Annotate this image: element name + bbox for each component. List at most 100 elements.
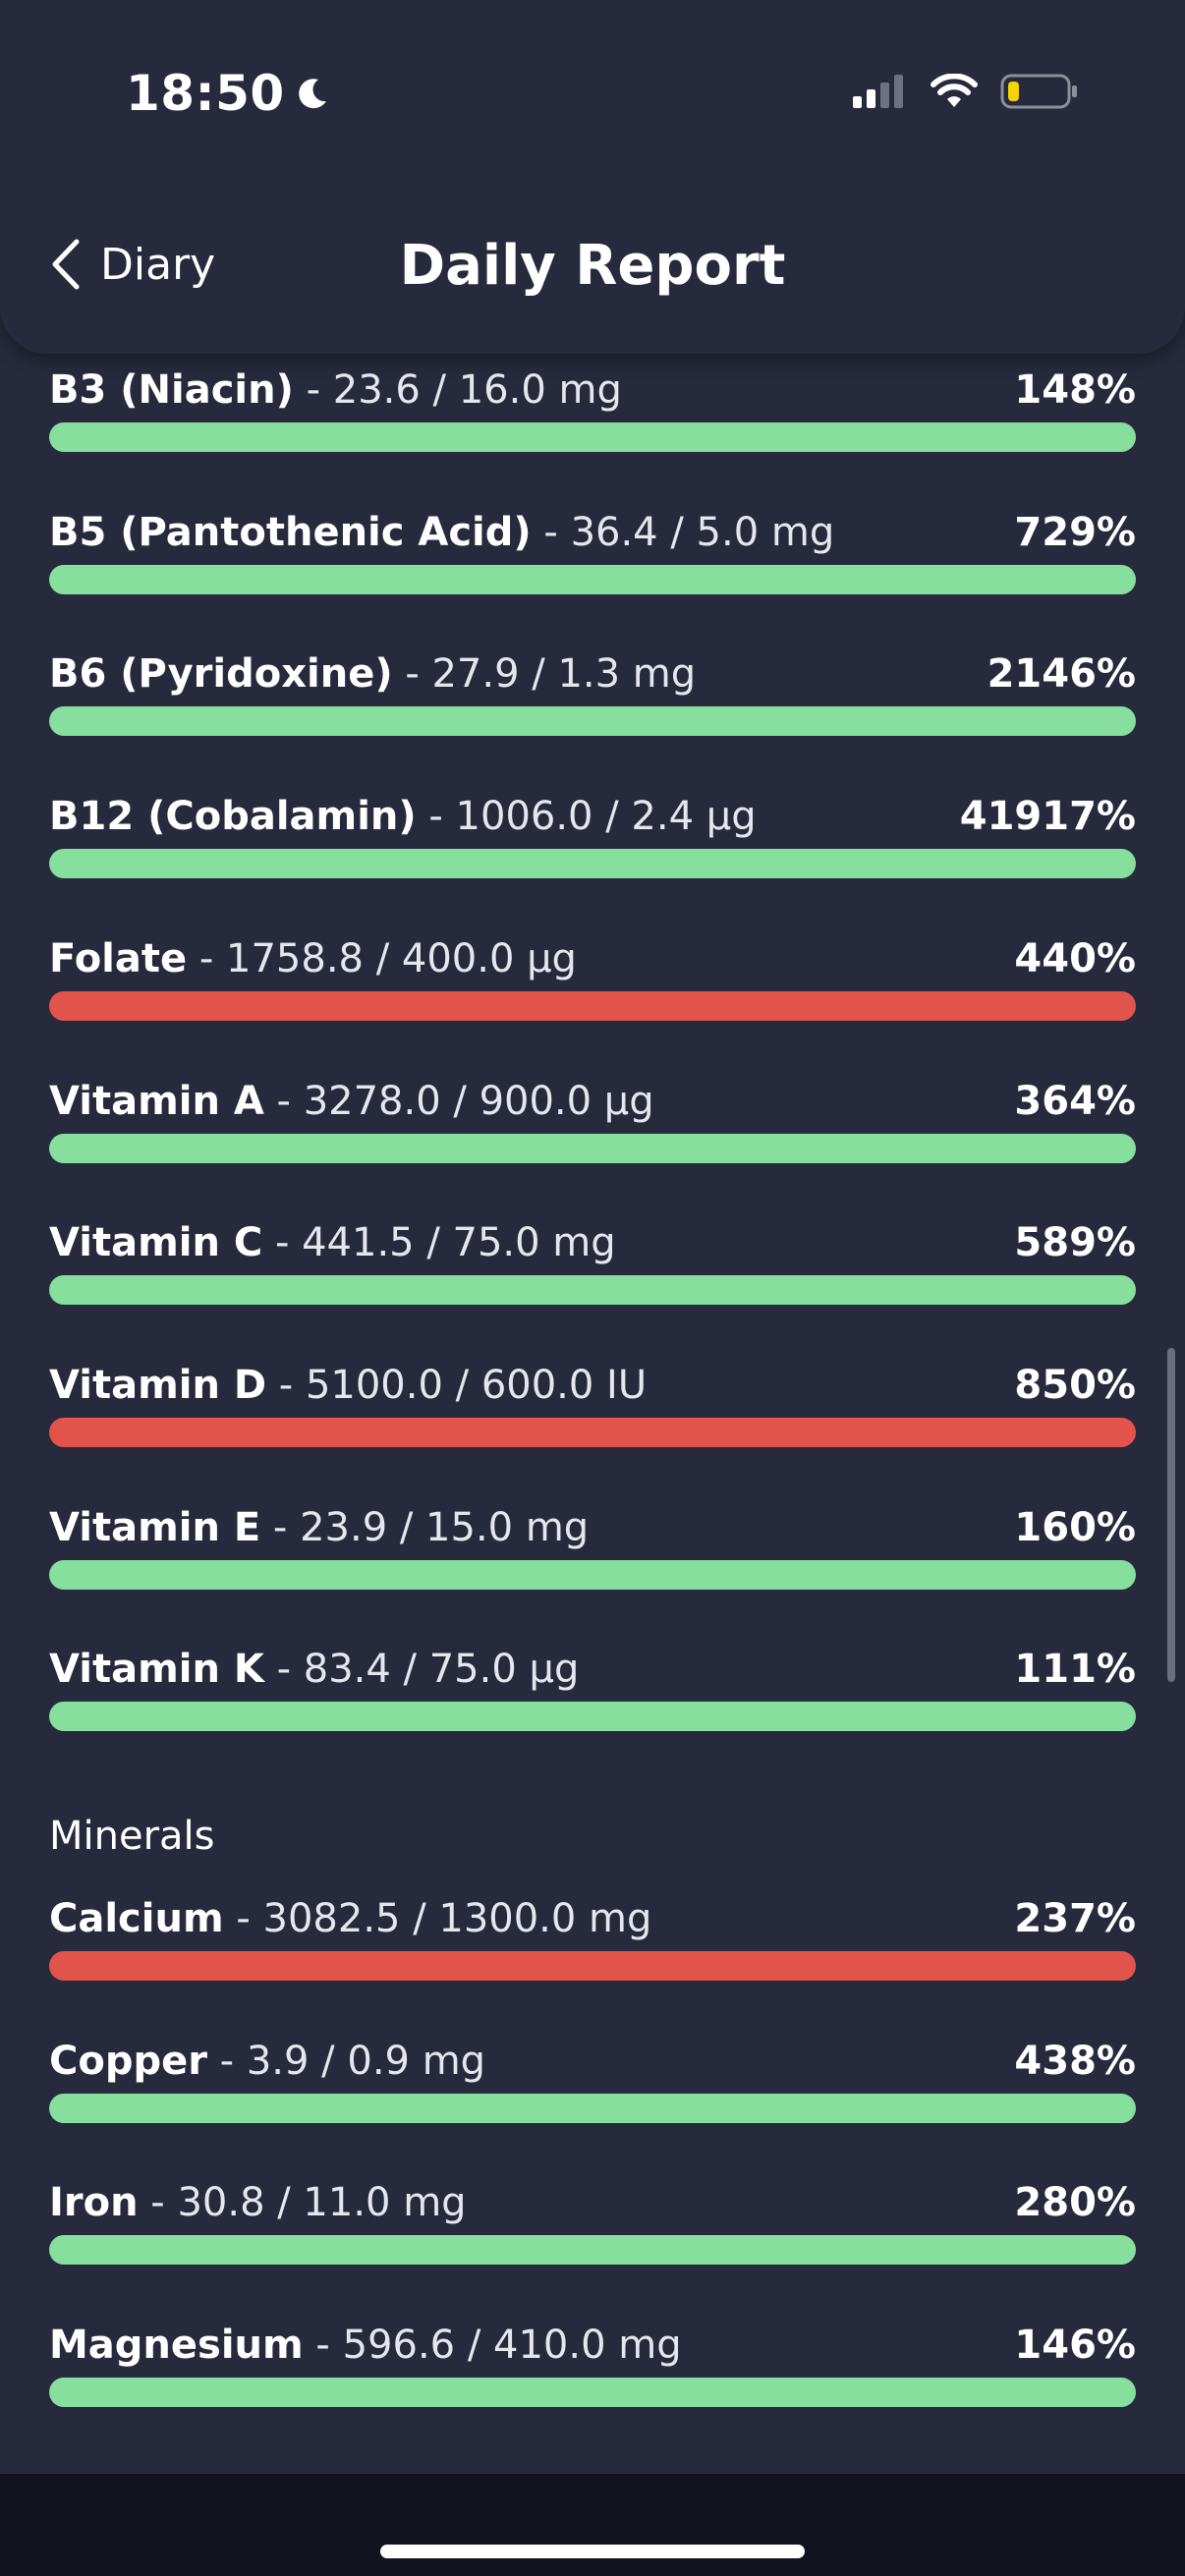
separator: - <box>293 367 333 413</box>
progress-bar <box>49 990 1136 1021</box>
separator: - <box>392 651 432 698</box>
progress-bar <box>49 1417 1136 1447</box>
separator: - <box>262 1220 303 1266</box>
nutrient-text: Vitamin K - 83.4 / 75.0 µg <box>49 1647 963 1692</box>
separator: - <box>206 2038 247 2084</box>
nutrient-text: Vitamin C - 441.5 / 75.0 mg <box>49 1220 963 1265</box>
nutrient-row: Vitamin D - 5100.0 / 600.0 IU 850% <box>49 1363 1136 1471</box>
moon-icon <box>298 79 326 109</box>
nutrient-amount: 1006.0 / 2.4 µg <box>455 794 757 840</box>
nutrient-amount: 27.9 / 1.3 mg <box>431 651 697 698</box>
nutrient-name: Copper <box>49 2038 207 2084</box>
nutrient-amount: 23.6 / 16.0 mg <box>332 367 622 413</box>
progress-bar <box>49 1702 1136 1732</box>
separator: - <box>416 794 456 840</box>
nutrient-text: Iron - 30.8 / 11.0 mg <box>49 2180 963 2225</box>
nutrient-percent: 280% <box>1014 2180 1136 2226</box>
nutrient-percent: 729% <box>1014 509 1136 555</box>
nutrient-amount: 5100.0 / 600.0 IU <box>305 1362 648 1408</box>
progress-bar <box>49 1951 1136 1981</box>
nutrient-amount: 1758.8 / 400.0 µg <box>226 935 577 981</box>
nutrient-name: Vitamin A <box>49 1078 264 1124</box>
nutrient-text: B6 (Pyridoxine) - 27.9 / 1.3 mg <box>49 651 963 697</box>
nutrient-amount: 3278.0 / 900.0 µg <box>303 1078 654 1124</box>
nutrient-percent: 850% <box>1014 1362 1136 1408</box>
nutrient-text: Vitamin E - 23.9 / 15.0 mg <box>49 1505 963 1550</box>
progress-bar <box>49 1133 1136 1163</box>
nutrient-row: Vitamin A - 3278.0 / 900.0 µg 364% <box>49 1079 1136 1187</box>
page-title: Daily Report <box>399 234 786 298</box>
nutrient-text: Calcium - 3082.5 / 1300.0 mg <box>49 1896 963 1941</box>
nutrient-percent: 41917% <box>959 794 1136 840</box>
nutrient-percent: 111% <box>1014 1647 1136 1693</box>
nutrient-name: Vitamin K <box>49 1647 264 1693</box>
separator: - <box>138 2180 178 2226</box>
nutrient-row: Folate - 1758.8 / 400.0 µg 440% <box>49 936 1136 1044</box>
nutrient-row: Copper - 3.9 / 0.9 mg 438% <box>49 2039 1136 2147</box>
home-indicator[interactable] <box>380 2545 805 2558</box>
nutrient-name: Folate <box>49 935 188 981</box>
progress-bar <box>49 849 1136 879</box>
nutrient-text: B12 (Cobalamin) - 1006.0 / 2.4 µg <box>49 794 963 839</box>
nutrient-amount: 596.6 / 410.0 mg <box>342 2323 682 2369</box>
nutrient-row: Magnesium - 596.6 / 410.0 mg 146% <box>49 2323 1136 2431</box>
separator: - <box>266 1362 306 1408</box>
nutrient-name: Vitamin D <box>49 1362 267 1408</box>
progress-bar <box>49 2093 1136 2123</box>
progress-bar <box>49 422 1136 452</box>
nutrient-row: B5 (Pantothenic Acid) - 36.4 / 5.0 mg 729… <box>49 510 1136 618</box>
nutrient-amount: 36.4 / 5.0 mg <box>570 509 835 555</box>
separator: - <box>260 1504 301 1550</box>
status-bar-time-group: 18:50 <box>126 65 332 122</box>
status-icons <box>853 73 1079 110</box>
nutrient-row: B3 (Niacin) - 23.6 / 16.0 mg 148% <box>49 367 1136 476</box>
nutrient-text: Folate - 1758.8 / 400.0 µg <box>49 936 963 981</box>
separator: - <box>303 2323 343 2369</box>
battery-icon <box>1000 74 1077 109</box>
nutrient-percent: 237% <box>1014 1896 1136 1941</box>
nutrient-row: Vitamin C - 441.5 / 75.0 mg 589% <box>49 1220 1136 1328</box>
nutrient-amount: 30.8 / 11.0 mg <box>177 2180 467 2226</box>
nutrient-name: B6 (Pyridoxine) <box>49 651 393 698</box>
nutrient-amount: 83.4 / 75.0 µg <box>303 1647 580 1693</box>
progress-bar <box>49 2235 1136 2266</box>
progress-bar <box>49 564 1136 594</box>
scrollbar[interactable] <box>1167 1348 1175 1682</box>
status-time: 18:50 <box>126 65 285 122</box>
wifi-icon <box>931 74 978 107</box>
nutrient-percent: 438% <box>1014 2038 1136 2084</box>
nutrient-name: B5 (Pantothenic Acid) <box>49 509 532 555</box>
nutrient-row: Vitamin E - 23.9 / 15.0 mg 160% <box>49 1505 1136 1613</box>
nutrient-row: Iron - 30.8 / 11.0 mg 280% <box>49 2180 1136 2288</box>
separator: - <box>531 509 571 555</box>
cellular-signal-icon <box>853 75 903 108</box>
nutrient-percent: 440% <box>1014 935 1136 981</box>
nutrient-name: Vitamin E <box>49 1504 261 1550</box>
nutrient-percent: 2146% <box>987 651 1136 698</box>
nutrient-amount: 441.5 / 75.0 mg <box>302 1220 616 1266</box>
nutrient-row: Calcium - 3082.5 / 1300.0 mg 237% <box>49 1896 1136 2004</box>
nutrient-name: B12 (Cobalamin) <box>49 794 417 840</box>
nutrient-text: Copper - 3.9 / 0.9 mg <box>49 2039 963 2084</box>
nutrient-text: Vitamin D - 5100.0 / 600.0 IU <box>49 1363 963 1408</box>
nutrient-name: Iron <box>49 2180 139 2226</box>
separator: - <box>263 1078 304 1124</box>
nutrient-percent: 148% <box>1014 367 1136 413</box>
nutrient-row: Vitamin K - 83.4 / 75.0 µg 111% <box>49 1647 1136 1755</box>
nutrient-percent: 146% <box>1014 2323 1136 2369</box>
progress-bar <box>49 1275 1136 1306</box>
minerals-heading: Minerals <box>49 1814 215 1859</box>
progress-bar <box>49 706 1136 737</box>
nutrient-list[interactable]: B3 (Niacin) - 23.6 / 16.0 mg 148% B5 (Pant… <box>0 0 1185 2476</box>
nutrient-name: B3 (Niacin) <box>49 367 294 413</box>
nutrient-amount: 3.9 / 0.9 mg <box>246 2038 486 2084</box>
nutrient-name: Vitamin C <box>49 1220 263 1266</box>
back-button[interactable]: Diary <box>49 238 215 291</box>
progress-bar <box>49 1559 1136 1590</box>
nutrient-row: B6 (Pyridoxine) - 27.9 / 1.3 mg 2146% <box>49 651 1136 759</box>
nutrient-name: Magnesium <box>49 2323 304 2369</box>
bottom-safe-area <box>0 2474 1185 2576</box>
nutrient-text: B5 (Pantothenic Acid) - 36.4 / 5.0 mg <box>49 510 963 555</box>
chevron-left-icon <box>52 239 80 290</box>
